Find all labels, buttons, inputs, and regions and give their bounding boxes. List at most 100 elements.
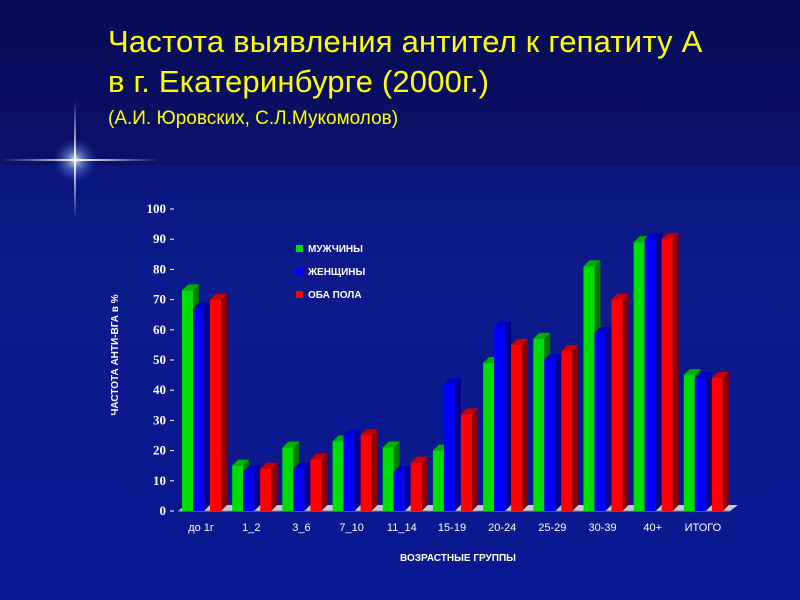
- bar-top: [561, 344, 579, 351]
- bar-top: [382, 441, 400, 448]
- bar-женщины-9: [644, 233, 662, 511]
- bar-top: [410, 456, 428, 463]
- bar-top: [393, 465, 411, 472]
- bar-front: [432, 450, 444, 511]
- y-tick-label: 100: [147, 201, 167, 216]
- bar-top: [232, 459, 250, 466]
- bar-top: [611, 293, 629, 300]
- bar-side: [354, 429, 361, 511]
- bar-оба-пола-5: [460, 408, 478, 511]
- bar-side: [254, 465, 261, 511]
- bar-side: [555, 354, 562, 511]
- chart-labels: 0 10 20 30 40 50 60 70 80 90 100 до 1г 1_2 3_6 7_10 11_…: [110, 201, 722, 564]
- bar-side: [371, 429, 378, 511]
- bar-side: [705, 372, 712, 511]
- bar-top: [644, 233, 662, 240]
- legend-swatch: [296, 291, 303, 298]
- bar-top: [494, 320, 512, 327]
- bar-front: [410, 462, 422, 511]
- y-tick-label: 20: [153, 443, 166, 458]
- bar-front: [611, 299, 623, 511]
- bar-front: [243, 471, 255, 511]
- bar-top: [694, 372, 712, 379]
- bar-front: [343, 435, 355, 511]
- bar-оба-пола-8: [611, 293, 629, 511]
- bar-front: [260, 468, 272, 511]
- bar-front: [583, 266, 595, 511]
- bar-front: [193, 308, 204, 511]
- x-tick-label: 40+: [643, 522, 662, 534]
- bar-оба-пола-3: [360, 429, 378, 511]
- bar-top: [711, 372, 729, 379]
- y-tick-label: 10: [153, 473, 166, 488]
- y-tick-label: 40: [153, 382, 166, 397]
- slide-title-line-2: в г. Екатеринбурге (2000г.): [108, 64, 490, 99]
- bar-top: [282, 441, 300, 448]
- bar-top: [260, 462, 278, 469]
- bar-top: [594, 326, 612, 333]
- bar-top: [583, 260, 601, 267]
- bar-side: [271, 462, 278, 511]
- bar-side: [622, 293, 629, 511]
- bar-side: [605, 326, 612, 511]
- bar-side: [304, 462, 311, 511]
- slide-title-line-1: Частота выявления антител к гепатиту А: [108, 24, 703, 59]
- x-tick-label: 3_6: [292, 522, 310, 534]
- y-tick-label: 80: [153, 261, 166, 276]
- x-tick-label: 7_10: [339, 522, 363, 534]
- bar-front: [282, 447, 294, 511]
- bar-side: [404, 465, 411, 511]
- legend-swatch: [296, 245, 303, 252]
- bar-side: [505, 320, 512, 511]
- bar-женщины-0: [193, 302, 210, 511]
- bar-front: [633, 242, 645, 511]
- bar-front: [561, 350, 573, 511]
- bar-front: [382, 447, 394, 511]
- x-axis-title: ВОЗРАСТНЫЕ ГРУППЫ: [400, 553, 516, 564]
- bar-front: [683, 375, 695, 511]
- bar-side: [204, 302, 210, 511]
- y-tick-label: 50: [153, 352, 166, 367]
- y-axis-title: ЧАСТОТА АНТИ-ВГА в %: [110, 294, 121, 415]
- slide-subtitle: (А.И. Юровских, С.Л.Мукомолов): [108, 108, 399, 129]
- bar-front: [332, 441, 344, 511]
- y-tick-label: 0: [160, 503, 167, 518]
- bar-front: [544, 360, 556, 511]
- bar-front: [360, 435, 372, 511]
- x-tick-label: ИТОГО: [685, 522, 722, 534]
- bar-top: [193, 302, 210, 309]
- bar-top: [443, 378, 461, 385]
- bar-front: [494, 326, 506, 511]
- bar-оба-пола-7: [561, 344, 579, 511]
- bar-top: [293, 462, 311, 469]
- y-tick-label: 60: [153, 322, 166, 337]
- x-tick-label: 15-19: [438, 522, 466, 534]
- title-band: [0, 0, 800, 165]
- bar-top: [243, 465, 261, 472]
- bar-оба-пола-4: [410, 456, 428, 511]
- x-tick-label: до 1г: [188, 522, 214, 534]
- bar-top: [343, 429, 361, 436]
- bar-front: [210, 299, 221, 511]
- bar-side: [672, 233, 679, 511]
- legend-label: МУЖЧИНЫ: [308, 244, 363, 255]
- bar-top: [360, 429, 378, 436]
- bar-top: [210, 293, 227, 300]
- x-tick-label: 1_2: [242, 522, 260, 534]
- chart-bars: [182, 233, 729, 511]
- legend-label: ЖЕНЩИНЫ: [307, 267, 366, 278]
- bar-женщины-7: [544, 354, 562, 511]
- bar-оба-пола-0: [210, 293, 227, 511]
- bar-front: [511, 344, 523, 511]
- bar-женщины-5: [443, 378, 461, 511]
- bar-front: [443, 384, 455, 511]
- bar-top: [661, 233, 679, 240]
- bar-side: [454, 378, 461, 511]
- bar-top: [460, 408, 478, 415]
- bar-side: [722, 372, 729, 511]
- x-tick-label: 25-29: [538, 522, 566, 534]
- bar-оба-пола-9: [661, 233, 679, 511]
- bar-front: [711, 378, 723, 511]
- bar-оба-пола-2: [310, 453, 328, 511]
